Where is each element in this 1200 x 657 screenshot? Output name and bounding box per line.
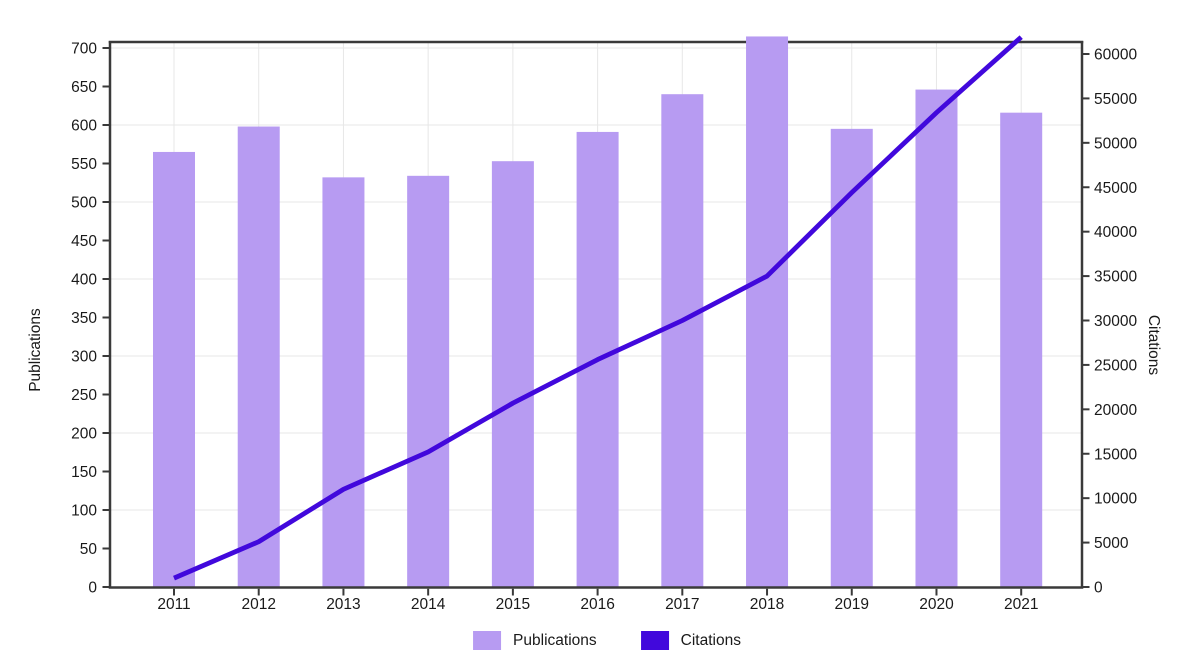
x-tick-label-2011: 2011 <box>157 596 190 613</box>
publications-bar-2012 <box>237 126 280 587</box>
publications-bar-2017 <box>661 94 704 587</box>
publications-bar-2019 <box>830 128 873 587</box>
left-tick-label: 300 <box>71 349 97 366</box>
left-tick-label: 550 <box>71 156 97 173</box>
x-tick-label-2018: 2018 <box>750 596 784 613</box>
right-tick-label: 10000 <box>1094 491 1137 508</box>
right-tick-label: 60000 <box>1094 47 1137 64</box>
x-tick-label-2016: 2016 <box>580 596 614 613</box>
publications-bar-2011 <box>153 151 195 587</box>
left-tick-label: 400 <box>71 272 97 289</box>
left-axis-title: Publications <box>27 308 44 392</box>
left-tick-label: 250 <box>71 387 97 404</box>
x-tick-label-2014: 2014 <box>411 596 446 613</box>
right-tick-label: 20000 <box>1094 402 1137 419</box>
right-tick-label: 15000 <box>1094 446 1137 463</box>
publications-bar-2020 <box>915 89 958 587</box>
right-tick-label: 0 <box>1094 580 1103 597</box>
right-axis-title: Citations <box>1145 314 1162 376</box>
x-tick-label-2019: 2019 <box>835 596 869 613</box>
legend-label-publications: Publications <box>513 631 597 649</box>
publications-bar-2018 <box>746 36 789 587</box>
right-tick-label: 25000 <box>1094 357 1137 374</box>
left-tick-label: 0 <box>88 580 97 597</box>
right-tick-label: 30000 <box>1094 313 1137 330</box>
right-tick-label: 5000 <box>1094 535 1129 552</box>
right-tick-label: 45000 <box>1094 180 1137 197</box>
publications-bar-2013 <box>322 177 365 587</box>
publications-bar-2014 <box>407 175 450 587</box>
right-tick-label: 50000 <box>1094 135 1137 152</box>
left-tick-label: 200 <box>71 426 97 443</box>
x-tick-label-2012: 2012 <box>241 596 275 613</box>
left-tick-label: 50 <box>80 541 98 558</box>
x-tick-label-2021: 2021 <box>1004 596 1038 613</box>
legend-label-citations: Citations <box>680 631 741 649</box>
x-tick-label-2013: 2013 <box>326 596 360 613</box>
right-tick-label: 40000 <box>1094 224 1137 241</box>
citations-line <box>173 35 1023 581</box>
citations-swatch <box>640 631 669 650</box>
left-tick-label: 350 <box>71 310 97 327</box>
right-tick-label: 55000 <box>1094 91 1137 108</box>
chart-legend: Publications Citations <box>473 631 741 650</box>
left-tick-label: 450 <box>71 233 97 250</box>
left-tick-label: 700 <box>71 41 97 58</box>
legend-item-publications: Publications <box>473 631 597 650</box>
legend-item-citations: Citations <box>640 631 741 650</box>
left-tick-label: 600 <box>71 118 97 135</box>
right-tick-label: 35000 <box>1094 269 1137 286</box>
publications-bar-2015 <box>491 161 534 587</box>
publications-bar-2021 <box>1000 112 1043 587</box>
publications-swatch <box>473 631 502 650</box>
x-tick-label-2020: 2020 <box>919 596 954 613</box>
left-tick-label: 150 <box>71 464 97 481</box>
left-tick-label: 650 <box>71 79 97 96</box>
left-tick-label: 500 <box>71 195 97 212</box>
left-tick-label: 100 <box>71 503 97 520</box>
x-tick-label-2017: 2017 <box>665 596 699 613</box>
x-tick-label-2015: 2015 <box>496 596 530 613</box>
